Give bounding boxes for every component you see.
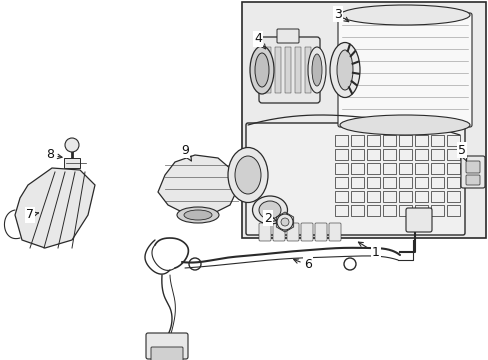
Ellipse shape [177,207,219,223]
Bar [350,191,363,202]
Bar [430,149,443,160]
Bar [382,135,395,146]
FancyBboxPatch shape [465,161,479,173]
Bar [350,149,363,160]
FancyBboxPatch shape [259,223,270,241]
Ellipse shape [259,201,281,219]
Circle shape [281,218,288,226]
Bar [398,205,411,216]
Bar [430,135,443,146]
Bar [294,47,301,93]
Bar [382,191,395,202]
Bar [334,163,347,174]
Bar [398,163,411,174]
Bar [382,205,395,216]
FancyBboxPatch shape [276,29,298,43]
Ellipse shape [307,47,325,93]
Circle shape [276,214,292,230]
Bar [414,135,427,146]
Bar [398,149,411,160]
FancyBboxPatch shape [286,223,298,241]
FancyBboxPatch shape [272,223,285,241]
Bar [350,177,363,188]
Bar [398,135,411,146]
FancyBboxPatch shape [146,333,187,359]
Bar [446,135,459,146]
Bar [430,177,443,188]
Bar [285,47,290,93]
Bar [274,47,281,93]
Circle shape [65,138,79,152]
Ellipse shape [339,5,469,25]
Text: 4: 4 [254,32,265,49]
FancyBboxPatch shape [64,158,80,168]
Bar [350,163,363,174]
FancyBboxPatch shape [337,13,471,127]
Bar [430,191,443,202]
Bar [366,135,379,146]
Bar [414,149,427,160]
Ellipse shape [183,210,212,220]
Bar [366,163,379,174]
Bar [242,2,485,238]
FancyBboxPatch shape [314,223,326,241]
Bar [264,47,270,93]
Bar [382,163,395,174]
Bar [366,177,379,188]
FancyBboxPatch shape [245,123,464,235]
Bar [430,205,443,216]
Text: 2: 2 [264,211,276,225]
Bar [366,205,379,216]
Bar [414,177,427,188]
Text: 1: 1 [358,242,379,260]
Ellipse shape [227,148,267,202]
Bar [398,177,411,188]
Bar [446,149,459,160]
Ellipse shape [339,115,469,135]
Text: 3: 3 [333,8,348,22]
Bar [414,205,427,216]
Bar [334,205,347,216]
Text: 5: 5 [457,144,466,161]
FancyBboxPatch shape [259,37,319,103]
Bar [334,149,347,160]
Text: 7: 7 [26,208,38,221]
Bar [414,163,427,174]
Bar [366,191,379,202]
Ellipse shape [249,46,273,94]
Bar [382,177,395,188]
FancyBboxPatch shape [465,175,479,185]
Bar [446,205,459,216]
Text: 6: 6 [293,258,311,271]
Bar [366,149,379,160]
Bar [398,191,411,202]
Ellipse shape [235,156,261,194]
Bar [414,191,427,202]
FancyBboxPatch shape [328,223,340,241]
Text: 9: 9 [181,144,191,161]
Ellipse shape [336,50,352,90]
Ellipse shape [254,53,268,87]
Bar [382,149,395,160]
Bar [430,163,443,174]
FancyBboxPatch shape [460,156,484,188]
Polygon shape [15,168,95,248]
Bar [446,163,459,174]
Bar [446,177,459,188]
Bar [334,135,347,146]
Polygon shape [158,155,238,215]
Bar [334,191,347,202]
Bar [446,191,459,202]
Bar [305,47,310,93]
Text: 8: 8 [46,148,62,162]
Bar [350,135,363,146]
FancyBboxPatch shape [405,208,431,232]
Bar [350,205,363,216]
FancyBboxPatch shape [301,223,312,241]
Bar [334,177,347,188]
Ellipse shape [252,196,287,224]
Ellipse shape [311,54,321,86]
Ellipse shape [329,42,359,98]
FancyBboxPatch shape [151,347,183,360]
